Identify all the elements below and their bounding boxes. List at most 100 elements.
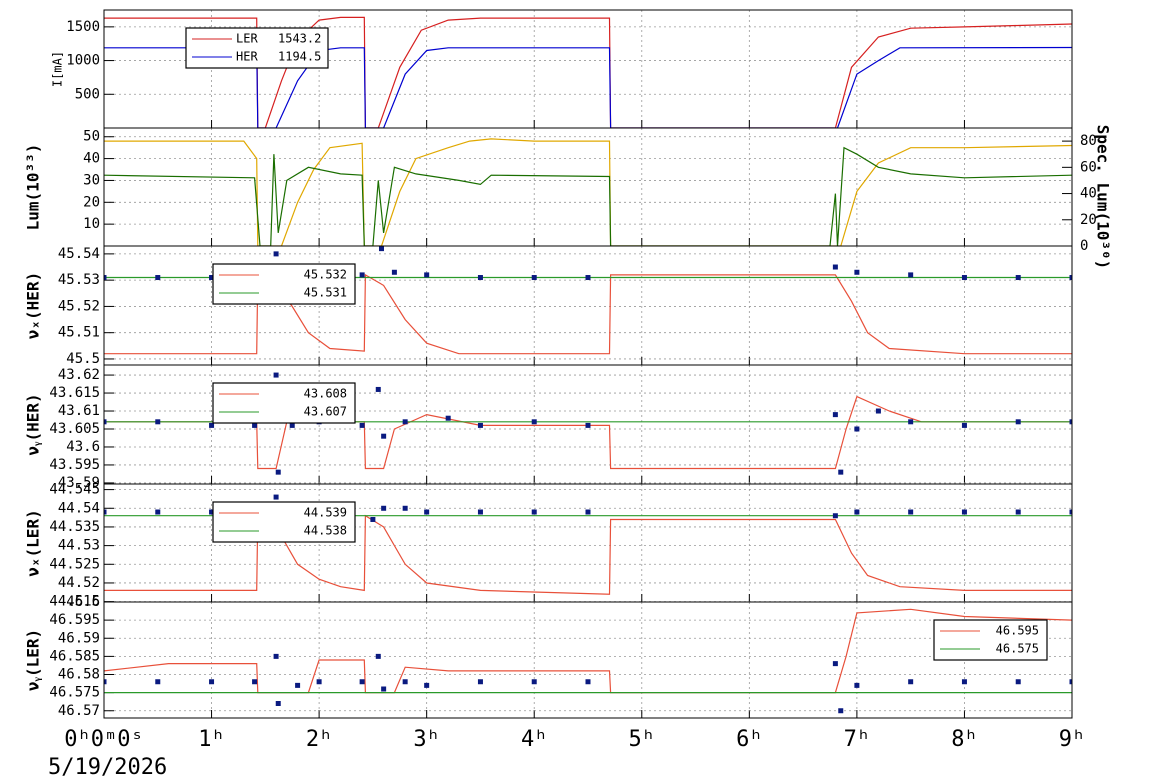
legend-box [212, 382, 356, 424]
data-point [531, 679, 537, 685]
data-point [1069, 419, 1072, 425]
x-tick-label: 4ʰ [521, 727, 548, 752]
data-point [908, 419, 914, 425]
y-tick-label: 43.61 [58, 403, 100, 419]
y-tick-label: 45.52 [58, 298, 100, 314]
y-tick-label: 44.54 [58, 500, 100, 516]
y-axis-label: νᵧ(HER) [24, 393, 43, 455]
data-point [531, 419, 537, 425]
data-point [854, 509, 860, 515]
data-point [832, 661, 838, 667]
data-point [381, 505, 387, 511]
data-point [104, 419, 107, 425]
data-point [477, 275, 483, 281]
y-tick-label: 45.5 [66, 351, 100, 367]
y-axis-label: νᵧ(LER) [24, 629, 43, 691]
data-point [838, 708, 844, 714]
data-point [838, 469, 844, 475]
data-point [252, 422, 258, 428]
data-line [104, 46, 1072, 128]
data-point [585, 422, 591, 428]
y-tick-label: 45.53 [58, 272, 100, 288]
x-tick-label: 8ʰ [951, 727, 978, 752]
y-tick-label: 43.605 [49, 421, 100, 437]
y-tick-label: 43.615 [49, 385, 100, 401]
plot-area [104, 608, 1072, 714]
data-point [273, 251, 279, 257]
data-point [477, 679, 483, 685]
data-point [375, 653, 381, 659]
y-tick-label: 44.525 [49, 556, 100, 572]
panel-frame [103, 601, 1073, 719]
data-point [424, 509, 430, 515]
data-line [104, 395, 1072, 470]
data-point [375, 386, 381, 392]
data-point [273, 494, 279, 500]
plot-area [104, 138, 1072, 246]
y-tick-label: 43.62 [58, 367, 100, 383]
data-point [908, 509, 914, 515]
data-point [273, 372, 279, 378]
legend-box [933, 619, 1048, 661]
x-tick-label: 0ʰ0ᵐ0ˢ [64, 727, 143, 752]
data-point [378, 246, 384, 252]
data-point [381, 686, 387, 692]
x-tick-label: 5ʰ [629, 727, 656, 752]
data-point [961, 509, 967, 515]
data-point [104, 275, 107, 281]
y-tick-label: 46.59 [58, 630, 100, 646]
legend-label: 43.608 [304, 387, 347, 401]
legend-box [185, 27, 329, 69]
y-tick-label: 44.53 [58, 538, 100, 554]
data-point [1069, 275, 1072, 281]
y-tick-label: 1500 [66, 19, 100, 35]
date-label: 5/19/2026 [48, 755, 167, 780]
data-point [424, 272, 430, 278]
plot-area [104, 16, 1072, 128]
data-point [104, 509, 107, 515]
y-tick-label: 43.6 [66, 439, 100, 455]
y-tick-label: 30 [83, 172, 100, 188]
data-point [875, 408, 881, 414]
data-point [1069, 509, 1072, 515]
y-axis-label: νₓ(LER) [24, 509, 43, 576]
legend-label: 43.607 [304, 405, 347, 419]
y2-tick-label: 40 [1080, 186, 1097, 202]
data-point [273, 653, 279, 659]
y-tick-label: 46.6 [66, 594, 100, 610]
legend-label: 44.538 [304, 524, 347, 538]
legend-label: 45.532 [304, 268, 347, 282]
data-point [908, 272, 914, 278]
x-tick-label: 1ʰ [198, 727, 225, 752]
data-point [359, 272, 365, 278]
legend-label: 46.575 [996, 642, 1039, 656]
data-point [295, 682, 301, 688]
panel-frame [103, 127, 1073, 247]
data-point [1015, 509, 1021, 515]
data-point [402, 505, 408, 511]
data-point [585, 679, 591, 685]
legend-box [212, 263, 356, 305]
y-tick-label: 43.59 [58, 475, 100, 491]
y-tick-label: 46.585 [49, 648, 100, 664]
y2-tick-label: 80 [1080, 133, 1097, 149]
data-point [275, 469, 281, 475]
data-point [1015, 679, 1021, 685]
data-point [252, 679, 258, 685]
y-tick-label: 1000 [66, 53, 100, 69]
legend-label: 44.539 [304, 506, 347, 520]
y2-tick-label: 0 [1080, 238, 1088, 254]
y-tick-label: 46.595 [49, 612, 100, 628]
data-point [209, 275, 215, 281]
data-line [104, 146, 1072, 246]
legend-value: 1543.2 [278, 32, 321, 46]
y-tick-label: 45.51 [58, 325, 100, 341]
y-tick-label: 44.515 [49, 594, 100, 610]
data-point [402, 679, 408, 685]
data-point [961, 275, 967, 281]
data-point [381, 433, 387, 439]
data-point [1069, 679, 1072, 685]
y2-axis-label: Spec. Lum(10³⁰) [1094, 125, 1113, 270]
data-point [832, 264, 838, 270]
